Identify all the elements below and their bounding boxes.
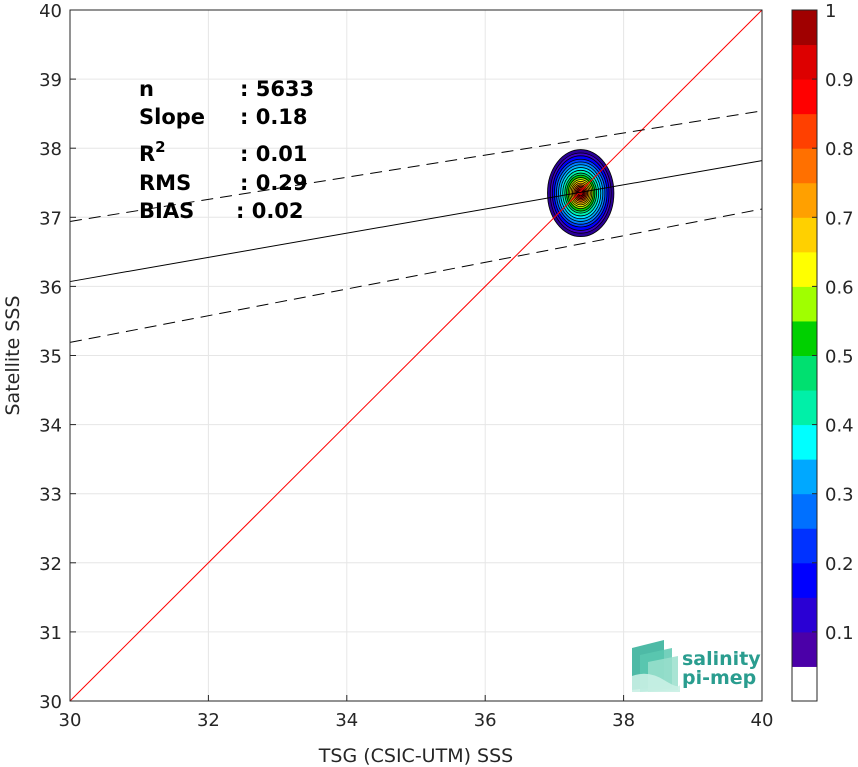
colorbar-tick-label: 0.6 [825, 277, 854, 298]
x-tick-label: 32 [197, 710, 220, 731]
colorbar-segment [792, 113, 817, 149]
y-tick-label: 30 [39, 692, 62, 713]
stat-label: n [139, 77, 154, 101]
colorbar-segment [792, 666, 817, 702]
colorbar-segment [792, 390, 817, 426]
colorbar-segment [792, 320, 817, 356]
fit-line [69, 160, 763, 283]
x-tick-label: 40 [751, 710, 774, 731]
colorbar-segment [792, 217, 817, 253]
colorbar-segment [792, 355, 817, 391]
stats-annotation: n : 5633 Slope : 0.18 R2 : 0.01 RMS : 0.29 BIAS:… [139, 77, 314, 223]
logo-wave-icon [632, 640, 680, 692]
y-tick-label: 35 [39, 347, 62, 368]
x-tick-label: 34 [335, 710, 358, 731]
y-tick-label: 33 [39, 485, 62, 506]
colorbar-tick-label: 0.8 [825, 139, 854, 160]
stat-value: : 0.01 [240, 142, 308, 166]
x-tick-label: 38 [612, 710, 635, 731]
salinity-pi-mep-logo: salinity pi-mep [632, 640, 761, 692]
identity-line [69, 9, 763, 702]
colorbar-segment [792, 251, 817, 287]
colorbar-segment [792, 148, 817, 184]
colorbar-segment [792, 631, 817, 667]
x-axis-ticks: 30 32 34 36 38 40 [59, 695, 774, 731]
colorbar-segment [792, 182, 817, 218]
y-axis-ticks: 30 31 32 33 34 35 36 37 38 39 40 [39, 1, 76, 713]
colorbar-segment [792, 79, 817, 115]
upper-band-line [69, 110, 763, 222]
colorbar-segment [792, 528, 817, 564]
y-tick-label: 37 [39, 208, 62, 229]
colorbar-tick-label: 0.5 [825, 347, 854, 368]
y-tick-label: 34 [39, 416, 62, 437]
colorbar-segment [792, 562, 817, 598]
colorbar-tick-label: 1 [825, 1, 836, 22]
colorbar-tick-label: 0.7 [825, 208, 854, 229]
y-tick-label: 40 [39, 1, 62, 22]
y-tick-label: 31 [39, 623, 62, 644]
y-tick-label: 32 [39, 554, 62, 575]
colorbar-segment [792, 10, 817, 46]
stat-label: BIAS [139, 199, 194, 223]
stat-value: : 0.18 [240, 105, 308, 129]
stat-superscript: 2 [155, 138, 165, 156]
colorbar-segment [792, 597, 817, 633]
x-axis-label: TSG (CSIC-UTM) SSS [318, 745, 513, 767]
density-contours [547, 149, 615, 238]
stat-label: RMS [139, 171, 191, 195]
colorbar-segment [792, 493, 817, 529]
stat-label: Slope [139, 105, 205, 129]
stat-label: R2 [139, 138, 166, 166]
colorbar-segment [792, 44, 817, 80]
regression-lines [69, 9, 763, 702]
lower-band-line [69, 208, 763, 343]
y-tick-label: 36 [39, 277, 62, 298]
colorbar-segment [792, 459, 817, 495]
colorbar: 0.1 0.2 0.3 0.4 0.5 0.6 0.7 0.8 0.9 1 [791, 1, 854, 702]
logo-line-2: pi-mep [682, 667, 756, 689]
colorbar-segment [792, 286, 817, 322]
stat-value: : 0.02 [236, 199, 304, 223]
colorbar-segment [792, 424, 817, 460]
colorbar-tick-label: 0.1 [825, 623, 854, 644]
stat-value: : 5633 [240, 77, 314, 101]
y-tick-label: 39 [39, 70, 62, 91]
colorbar-tick-label: 0.9 [825, 70, 854, 91]
x-tick-label: 30 [59, 710, 82, 731]
stat-value: : 0.29 [240, 171, 308, 195]
colorbar-tick-label: 0.4 [825, 416, 854, 437]
x-tick-label: 36 [474, 710, 497, 731]
y-tick-label: 38 [39, 139, 62, 160]
y-axis-label: Satellite SSS [2, 295, 24, 415]
colorbar-tick-label: 0.2 [825, 554, 854, 575]
logo-line-1: salinity [682, 648, 761, 670]
colorbar-tick-label: 0.3 [825, 485, 854, 506]
